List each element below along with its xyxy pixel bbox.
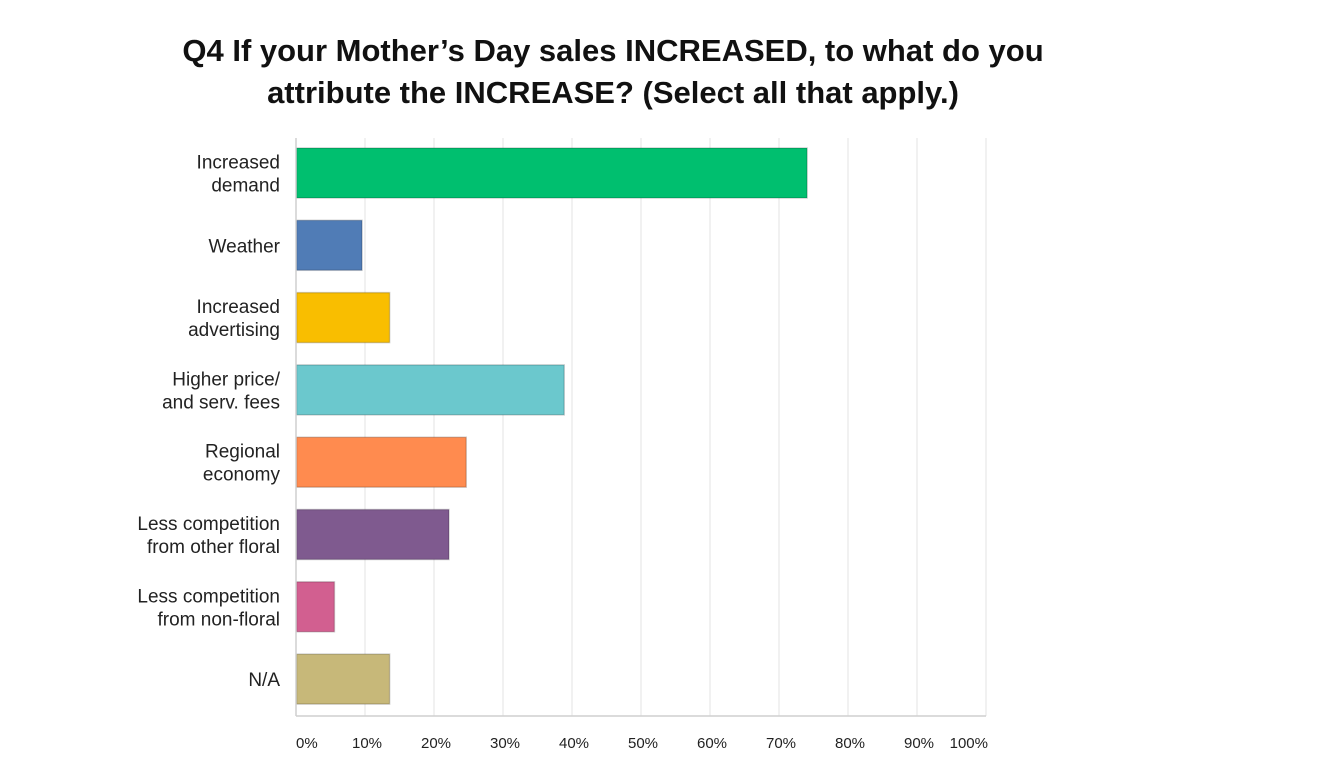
x-tick-label: 100% bbox=[950, 735, 988, 752]
category-label: advertising bbox=[188, 320, 280, 341]
bar-3 bbox=[295, 364, 565, 416]
x-tick-label: 10% bbox=[352, 735, 382, 752]
x-tick-label: 20% bbox=[421, 735, 451, 752]
category-label: and serv. fees bbox=[162, 392, 280, 413]
category-label: Higher price/ bbox=[172, 369, 280, 390]
x-tick-label: 40% bbox=[559, 735, 589, 752]
chart-title: Q4 If your Mother’s Day sales INCREASED,… bbox=[182, 33, 1043, 110]
category-label: from other floral bbox=[147, 537, 280, 558]
bar-7 bbox=[295, 653, 391, 705]
x-tick-label: 30% bbox=[490, 735, 520, 752]
x-tick-label: 90% bbox=[904, 735, 934, 752]
chart-title-line-2: attribute the INCREASE? (Select all that… bbox=[267, 75, 959, 110]
category-label: Increased bbox=[197, 297, 280, 318]
chart-bars bbox=[295, 147, 808, 705]
bar-0 bbox=[295, 147, 808, 199]
category-label: Less competition bbox=[137, 586, 280, 607]
bar-1 bbox=[295, 219, 363, 272]
chart-title-line-1: Q4 If your Mother’s Day sales INCREASED,… bbox=[182, 33, 1043, 68]
bar-2 bbox=[295, 291, 391, 344]
x-axis-tick-labels: 0% 10% 20% 30% 40% 50% 60% 70% 80% 90% 100% bbox=[296, 735, 988, 752]
x-tick-label: 70% bbox=[766, 735, 796, 752]
category-label: Regional bbox=[205, 442, 280, 463]
bar-6 bbox=[295, 581, 336, 633]
category-labels: IncreaseddemandWeatherIncreasedadvertisi… bbox=[137, 153, 280, 692]
category-label: from non-floral bbox=[158, 609, 281, 630]
category-label: economy bbox=[203, 465, 281, 486]
x-tick-label: 50% bbox=[628, 735, 658, 752]
category-label: demand bbox=[211, 176, 280, 197]
bar-5 bbox=[295, 508, 450, 561]
chart-grid bbox=[364, 138, 987, 716]
x-tick-label: 0% bbox=[296, 735, 318, 752]
bar-4 bbox=[295, 436, 467, 488]
category-label: Weather bbox=[209, 236, 281, 257]
category-label: Increased bbox=[197, 153, 280, 174]
category-label: N/A bbox=[248, 670, 280, 691]
x-tick-label: 80% bbox=[835, 735, 865, 752]
x-tick-label: 60% bbox=[697, 735, 727, 752]
category-label: Less competition bbox=[137, 514, 280, 535]
